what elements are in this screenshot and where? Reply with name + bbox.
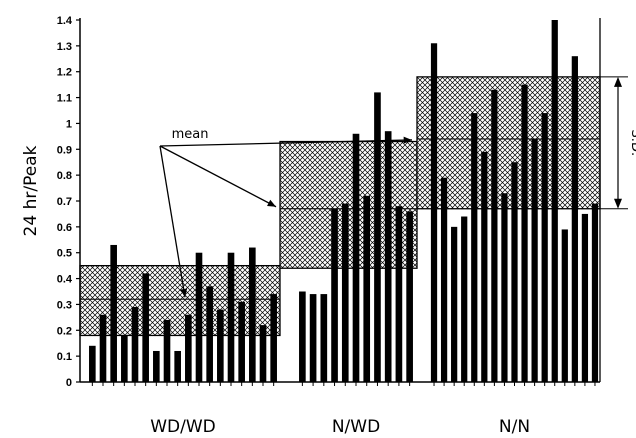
bar-2-9 — [521, 84, 528, 383]
y-tick-label-3: 0.3 — [57, 299, 72, 311]
bar-1-3 — [331, 208, 338, 382]
sd-arrow-head-bottom — [614, 198, 622, 209]
bar-0-17 — [270, 294, 277, 382]
bar-1-2 — [320, 294, 328, 382]
bar-2-6 — [491, 89, 498, 383]
bar-1-4 — [341, 203, 349, 382]
bar-1-8 — [384, 131, 392, 382]
bar-0-3 — [121, 335, 128, 382]
bar-0-0 — [89, 345, 96, 382]
bar-0-7 — [163, 319, 171, 382]
bar-2-0 — [430, 43, 438, 383]
bar-2-2 — [451, 226, 458, 382]
y-tick-label-1: 0.1 — [57, 351, 72, 363]
mean-arrow-1 — [159, 145, 277, 208]
group-label-2: N/N — [499, 417, 530, 437]
y-tick-label-12: 1.2 — [57, 67, 72, 79]
bar-0-16 — [259, 325, 267, 382]
bar-2-10 — [531, 138, 538, 382]
bar-0-14 — [238, 301, 245, 382]
y-tick-label-11: 1.1 — [57, 93, 72, 105]
bar-1-5 — [352, 133, 360, 382]
bar-0-8 — [174, 350, 181, 382]
axes — [76, 18, 601, 386]
bar-0-10 — [195, 252, 203, 382]
sd-arrow-head-top — [614, 76, 622, 87]
bar-1-0 — [299, 291, 306, 382]
sd-bands — [79, 76, 601, 337]
bar-0-1 — [99, 314, 107, 382]
y-tick-label-6: 0.6 — [57, 222, 72, 234]
y-tick-label-10: 1 — [66, 118, 72, 130]
sd-band-2 — [416, 76, 601, 210]
y-tick-label-0: 0 — [66, 377, 72, 389]
bar-0-4 — [131, 307, 139, 382]
bar-2-7 — [501, 193, 508, 382]
y-tick-label-9: 0.9 — [57, 144, 72, 156]
group-label-0: WD/WD — [150, 417, 216, 437]
bar-2-15 — [581, 213, 589, 382]
bar-1-6 — [363, 195, 371, 382]
bar-2-4 — [471, 113, 478, 382]
mean-annotation-label: mean — [172, 127, 209, 142]
mean-arrow-2 — [159, 139, 413, 147]
sd-annotation-label: S.D. — [628, 130, 636, 157]
y-tick-label-14: 1.4 — [57, 15, 73, 27]
y-tick-label-7: 0.7 — [57, 196, 72, 208]
bar-2-12 — [551, 20, 558, 382]
bars — [89, 20, 599, 383]
mean-arrow-2-head — [403, 136, 412, 144]
bar-0-13 — [227, 252, 235, 382]
bar-2-14 — [571, 56, 578, 382]
bar-1-10 — [406, 211, 413, 382]
bar-0-9 — [185, 314, 192, 382]
bar-2-11 — [541, 113, 548, 382]
bar-2-3 — [461, 216, 468, 382]
bar-2-8 — [511, 162, 518, 382]
bar-2-1 — [440, 177, 448, 382]
annotations: mean S.D. — [159, 76, 636, 298]
y-tick-label-4: 0.4 — [57, 274, 73, 286]
mean-arrow-0-head — [180, 288, 188, 298]
bar-0-2 — [110, 244, 117, 382]
bar-0-6 — [153, 350, 160, 382]
labels: WD/WD N/WD N/N 0 0.1 0.2 0.3 0.4 0.5 0.6 0.7 0.8 0.9… — [21, 15, 530, 437]
y-tick-label-2: 0.2 — [57, 325, 72, 337]
bar-2-16 — [591, 203, 599, 382]
bar-1-9 — [395, 206, 403, 382]
bar-0-11 — [206, 286, 213, 382]
bar-1-1 — [309, 294, 317, 382]
y-tick-label-13: 1.3 — [57, 41, 72, 53]
y-axis-title: 24 hr/Peak — [21, 145, 41, 236]
bar-0-12 — [217, 309, 224, 382]
mean-arrow-0 — [159, 145, 186, 298]
y-tick-label-5: 0.5 — [57, 248, 72, 260]
bar-0-15 — [249, 247, 256, 382]
bar-2-13 — [561, 229, 568, 382]
bar-0-5 — [142, 273, 149, 382]
y-tick-label-8: 0.8 — [57, 170, 72, 182]
group-label-1: N/WD — [332, 417, 380, 437]
mean-arrow-1-head — [267, 199, 276, 207]
bar-1-7 — [374, 92, 381, 383]
bar-2-5 — [481, 151, 488, 382]
